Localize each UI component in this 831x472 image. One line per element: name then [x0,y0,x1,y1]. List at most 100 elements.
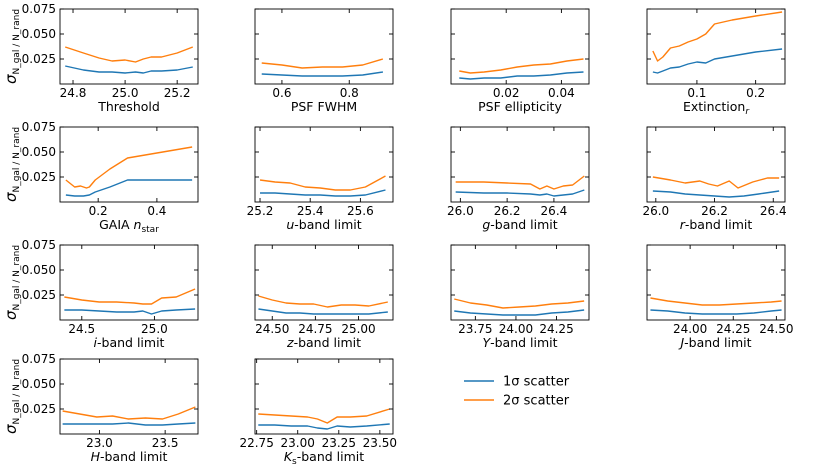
legend-label-2-scatter: 2σ scatter [503,394,570,409]
y-tick-label: 0.050 [22,27,56,41]
y-tick-label: 0.075 [22,238,56,252]
x-axis-label: g-band limit [482,217,557,232]
series-line-1sigma [258,308,388,315]
x-axis-label: i-band limit [94,335,165,350]
x-tick-label: 0.04 [548,86,575,100]
x-tick-label: 0.8 [340,86,359,100]
x-tick-label: 23.25 [322,436,356,450]
legend-label-1-scatter: 1σ scatter [503,375,570,390]
x-tick-label: 24.50 [759,322,793,336]
x-tick-label: 24.00 [499,322,533,336]
x-tick-label: 25.2 [247,204,274,218]
y-axis-label: σN_gal / N_rand [2,127,22,202]
series-line-1sigma [459,71,584,80]
series-line-1sigma [650,309,782,315]
axes-frame [59,126,199,203]
x-axis-label: PSF FWHM [291,99,357,114]
x-axis-label: PSF ellipticity [478,99,562,114]
series-line-2sigma [650,297,782,306]
panel-10: 24.50 24.75 25.00z-band limit [254,244,394,350]
x-tick-label: 25.0 [141,322,168,336]
series-line-2sigma [459,58,584,74]
panels: 24.8 25.0 25.2 0.025 0.050 0.075 Threshold σN_g… [2,2,794,467]
series-line-1sigma [652,190,780,198]
x-tick-label: 0.6 [272,86,291,100]
axes-frame [59,244,199,321]
series-line-2sigma [259,175,386,191]
axes-frame [254,358,394,435]
y-tick-label: 0.050 [22,145,56,159]
x-tick-label: 0.4 [147,204,166,218]
x-tick-label: 25.2 [164,86,191,100]
axes-frame [59,358,199,435]
series-line-1sigma [65,65,193,74]
y-tick-label: 0.025 [22,402,56,416]
x-tick-label: 0.02 [493,86,520,100]
axes-frame [646,244,786,321]
x-tick-label: 0.1 [687,86,706,100]
x-tick-label: 26.0 [642,204,669,218]
x-tick-label: 23.0 [86,436,113,450]
series-line-1sigma [455,189,585,197]
x-tick-label: 23.5 [152,436,179,450]
panel-9: 24.5 25.0 0.025 0.050 0.075 i-band limit σN_ga… [2,238,199,350]
x-tick-label: 26.2 [701,204,728,218]
series-line-2sigma [62,406,196,420]
x-tick-label: 24.50 [255,322,289,336]
axes-frame [254,8,394,85]
series-line-2sigma [258,408,390,424]
panel-7: 26.0 26.2 26.4g-band limit [447,126,590,232]
y-tick-label: 0.025 [22,170,56,184]
x-tick-label: 26.0 [447,204,474,218]
x-tick-label: 26.4 [760,204,787,218]
legend: 1σ scatter 2σ scatter [464,375,570,409]
x-axis-label: Threshold [97,99,160,114]
y-tick-label: 0.025 [22,52,56,66]
x-axis-label: H-band limit [91,449,168,464]
y-axis-label: σN_gal / N_rand [2,9,22,84]
series-line-2sigma [65,146,193,189]
series-line-1sigma [652,48,783,74]
x-tick-label: 25.6 [347,204,374,218]
series-line-2sigma [454,298,585,309]
series-line-2sigma [455,175,585,190]
y-tick-label: 0.075 [22,2,56,16]
x-axis-label: GAIA nstar [99,217,159,235]
panel-5: 0.2 0.4 0.025 0.050 0.075 GAIA nstar σN_gal / … [2,120,199,235]
x-tick-label: 23.75 [458,322,492,336]
axes-frame [646,8,786,85]
series-line-1sigma [261,71,384,77]
x-tick-label: 24.75 [298,322,332,336]
panel-12: 24.00 24.25 24.50 J-band limit [646,244,794,350]
x-tick-label: 23.50 [363,436,397,450]
y-tick-label: 0.075 [22,352,56,366]
panel-13: 23.0 23.5 0.025 0.050 0.075 H-band limit σN_ga… [2,352,199,464]
x-tick-label: 24.00 [673,322,707,336]
y-tick-label: 0.075 [22,120,56,134]
series-line-2sigma [64,288,196,305]
panel-1: 24.8 25.0 25.2 0.025 0.050 0.075 Threshold σN_g… [2,2,199,114]
axes-frame [646,126,786,203]
axes-frame [450,244,590,321]
series-line-2sigma [64,46,194,63]
y-tick-label: 0.050 [22,377,56,391]
x-tick-label: 25.0 [112,86,139,100]
x-tick-label: 0.2 [89,204,108,218]
panel-8: 26.0 26.2 26.4 r-band limit [642,126,787,232]
x-axis-label: u-band limit [286,217,361,232]
series-line-2sigma [652,176,780,189]
axes-frame [59,8,199,85]
y-tick-label: 0.050 [22,263,56,277]
x-tick-label: 23.00 [281,436,315,450]
x-tick-label: 0.2 [746,86,765,100]
series-line-1sigma [62,422,196,426]
series-line-2sigma [261,58,384,69]
panel-11: 23.75 24.00 24.25Y-band limit [450,244,590,350]
series-line-1sigma [454,309,585,316]
y-axis-label: σN_gal / N_rand [2,359,22,434]
axes-frame [254,244,394,321]
